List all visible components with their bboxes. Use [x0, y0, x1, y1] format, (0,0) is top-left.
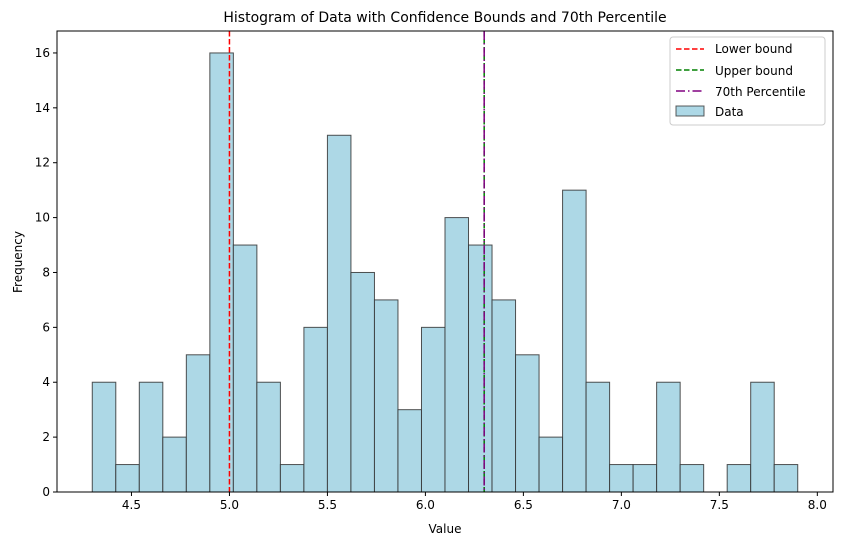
- y-tick-label: 0: [42, 485, 50, 499]
- legend-label-upper-bound: Upper bound: [715, 64, 793, 78]
- histogram-bar: [303, 326, 328, 493]
- x-tick-label: 8.0: [808, 498, 827, 512]
- histogram-bar: [609, 464, 634, 493]
- legend: Lower bound Upper bound 70th Percentile …: [669, 36, 826, 126]
- histogram-bar: [326, 134, 352, 493]
- y-axis-ticks: 0 2 4 6 8 10 12 14 16: [35, 46, 57, 499]
- histogram-bar: [444, 217, 470, 493]
- histogram-bar: [185, 354, 211, 493]
- histogram-bar: [232, 244, 258, 493]
- histogram-bar: [91, 381, 117, 493]
- y-tick-label: 14: [35, 101, 50, 115]
- histogram-bar: [256, 381, 281, 493]
- y-tick-label: 8: [42, 265, 50, 279]
- x-axis-label: Value: [429, 522, 462, 536]
- legend-label-lower-bound: Lower bound: [715, 42, 793, 56]
- y-tick-label: 16: [35, 46, 50, 60]
- histogram-bar: [515, 354, 540, 493]
- x-tick-label: 7.0: [612, 498, 631, 512]
- histogram-bar: [397, 409, 422, 493]
- x-tick-label: 6.5: [514, 498, 533, 512]
- x-tick-label: 7.5: [710, 498, 729, 512]
- histogram-bar: [679, 464, 705, 493]
- histogram-bar: [750, 381, 775, 493]
- y-tick-label: 10: [35, 211, 50, 225]
- legend-label-70th-percentile: 70th Percentile: [715, 85, 806, 99]
- bars-group: [91, 52, 799, 493]
- legend-swatch-data: [675, 105, 705, 117]
- histogram-bar: [350, 271, 375, 493]
- y-tick-label: 2: [42, 430, 50, 444]
- histogram-bar: [138, 381, 164, 493]
- histogram-bar: [420, 326, 446, 493]
- y-tick-label: 4: [42, 375, 50, 389]
- y-axis-label: Frequency: [11, 231, 25, 293]
- histogram-bar: [162, 436, 187, 493]
- histogram-bar: [468, 244, 493, 493]
- histogram-bar: [773, 464, 799, 493]
- plot-frame: [56, 30, 834, 493]
- legend-frame: [669, 36, 826, 126]
- legend-label-data: Data: [715, 105, 744, 119]
- x-axis-ticks: 4.5 5.0 5.5 6.0 6.5 7.0 7.5 8.0: [122, 492, 827, 512]
- histogram-bar: [538, 436, 564, 493]
- chart-title: Histogram of Data with Confidence Bounds…: [223, 10, 666, 26]
- histogram-bar: [115, 464, 140, 493]
- x-tick-label: 6.0: [416, 498, 435, 512]
- y-tick-label: 12: [35, 156, 50, 170]
- histogram-bar: [656, 381, 681, 493]
- histogram-bar: [726, 464, 752, 493]
- y-tick-label: 6: [42, 320, 50, 334]
- reference-lines: [228, 31, 485, 492]
- histogram-bar: [562, 189, 587, 493]
- histogram-bar: [279, 464, 305, 493]
- x-tick-label: 5.0: [220, 498, 239, 512]
- histogram-bar: [373, 299, 399, 493]
- histogram-bar: [585, 381, 611, 493]
- x-tick-label: 4.5: [122, 498, 141, 512]
- x-tick-label: 5.5: [318, 498, 337, 512]
- histogram-bar: [491, 299, 517, 493]
- histogram-bar: [632, 464, 658, 493]
